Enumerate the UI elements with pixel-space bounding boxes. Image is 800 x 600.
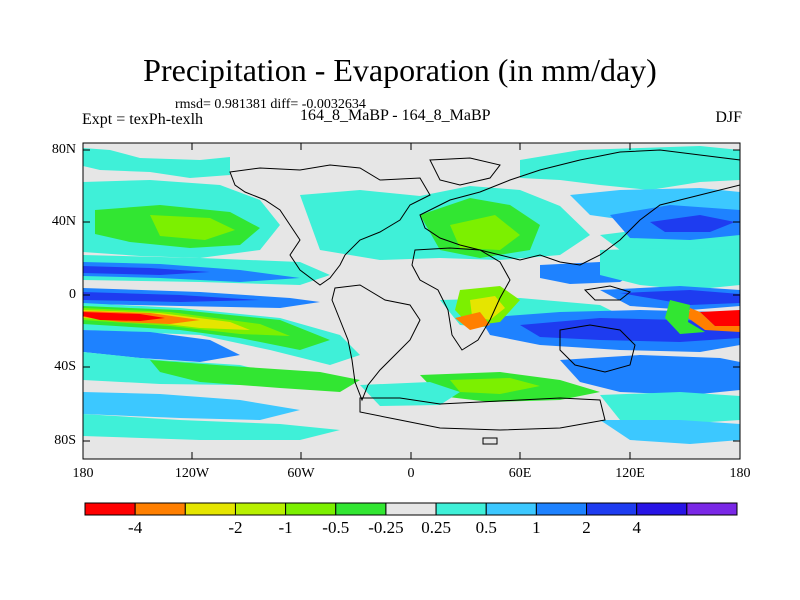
outline-africa [411, 247, 511, 351]
field-ewpac-navy [620, 290, 740, 305]
colorbar-label: 2 [582, 518, 591, 537]
colorbar [84, 502, 738, 516]
lon-tick-120w: 120W [174, 466, 210, 481]
colorbar-swatch [636, 502, 688, 516]
field-south-cyan [83, 414, 340, 440]
colorbar-swatch [285, 502, 337, 516]
lon-tick-60w: 60W [287, 466, 315, 481]
lon-tick-180e: 180 [729, 466, 751, 481]
season-label: DJF [715, 109, 742, 126]
colorbar-swatch [234, 502, 287, 516]
field-spac-red [83, 312, 165, 321]
field-epac-orange [688, 308, 740, 332]
coastlines [229, 149, 741, 445]
lat-tick-40n: 40N [51, 214, 76, 229]
colorbar-label: -4 [128, 518, 143, 537]
colorbar-swatch [686, 502, 738, 516]
colorbar-swatch [84, 502, 136, 516]
lon-tick-180w: 180 [72, 466, 94, 481]
field-epac-green [665, 300, 705, 334]
colorbar-swatch [435, 502, 487, 516]
lat-tick-40s: 40S [54, 359, 76, 374]
lat-tick-80n: 80N [51, 142, 76, 157]
chart-title: Precipitation - Evaporation (in mm/day) [143, 52, 657, 88]
field-smid-blue [83, 330, 240, 362]
colorbar-swatch [485, 502, 537, 516]
colorbar-label: -0.5 [322, 518, 350, 537]
colorbar-label: 1 [532, 518, 541, 537]
axis-ticks [83, 143, 740, 459]
field-sind-mid-lime [450, 378, 540, 394]
run-label: 164_8_MaBP - 164_8_MaBP [300, 107, 491, 124]
field-kuroshio-dblue [650, 215, 735, 232]
lat-tick-80s: 80S [54, 433, 76, 448]
field-scean-blue [600, 420, 740, 444]
field-sheet-blue [83, 392, 300, 420]
field-npac-lime [150, 215, 235, 240]
field-wpac-cyan [600, 248, 740, 290]
field-eurasia-lime [450, 215, 520, 250]
lat-tick-0: 0 [69, 287, 76, 302]
field-eqpac-navy [83, 292, 260, 302]
outline-greenland [429, 157, 501, 186]
colorbar-swatch [335, 502, 387, 516]
outline-eurasia [419, 149, 741, 266]
field-siberia-cyan [520, 146, 740, 190]
colorbar-label: 0.25 [421, 518, 451, 537]
outline-south-america [331, 284, 421, 402]
field-saus-blue [560, 355, 740, 395]
outline-indonesia [583, 285, 632, 301]
colorbar-swatch [586, 502, 638, 516]
colorbar-label: -2 [228, 518, 243, 537]
stats-text: rmsd= 0.981381 diff= -0.0032634 [175, 97, 366, 112]
experiment-label: Expt = texPh-texlh [82, 111, 204, 128]
colorbar-label: -0.25 [368, 518, 404, 537]
field-smid-green [150, 360, 360, 392]
field-africa-orange [455, 312, 490, 330]
colorbar-label: 4 [632, 518, 641, 537]
outline-north-america [229, 164, 431, 286]
colorbar-label: 0.5 [475, 518, 497, 537]
lon-tick-60e: 60E [508, 466, 532, 481]
colorbar-swatch [535, 502, 588, 516]
colorbar-swatch [385, 502, 437, 516]
lon-tick-0: 0 [407, 466, 415, 481]
colorbar-label: -1 [278, 518, 293, 537]
field-epac-red [700, 310, 740, 326]
colorbar-swatch [184, 502, 236, 516]
outline-australia [559, 324, 636, 373]
field-arctic-cyan [83, 148, 230, 178]
field-saus-cyan [600, 392, 740, 424]
field-ntrop-dblue [83, 266, 210, 275]
outline-antarctica [359, 397, 606, 431]
field-atl-s-cyan [360, 382, 460, 406]
colorbar-swatch [134, 502, 186, 516]
field-plot [83, 143, 740, 459]
lon-tick-120e: 120E [615, 466, 645, 481]
outline-small-island [482, 437, 498, 445]
